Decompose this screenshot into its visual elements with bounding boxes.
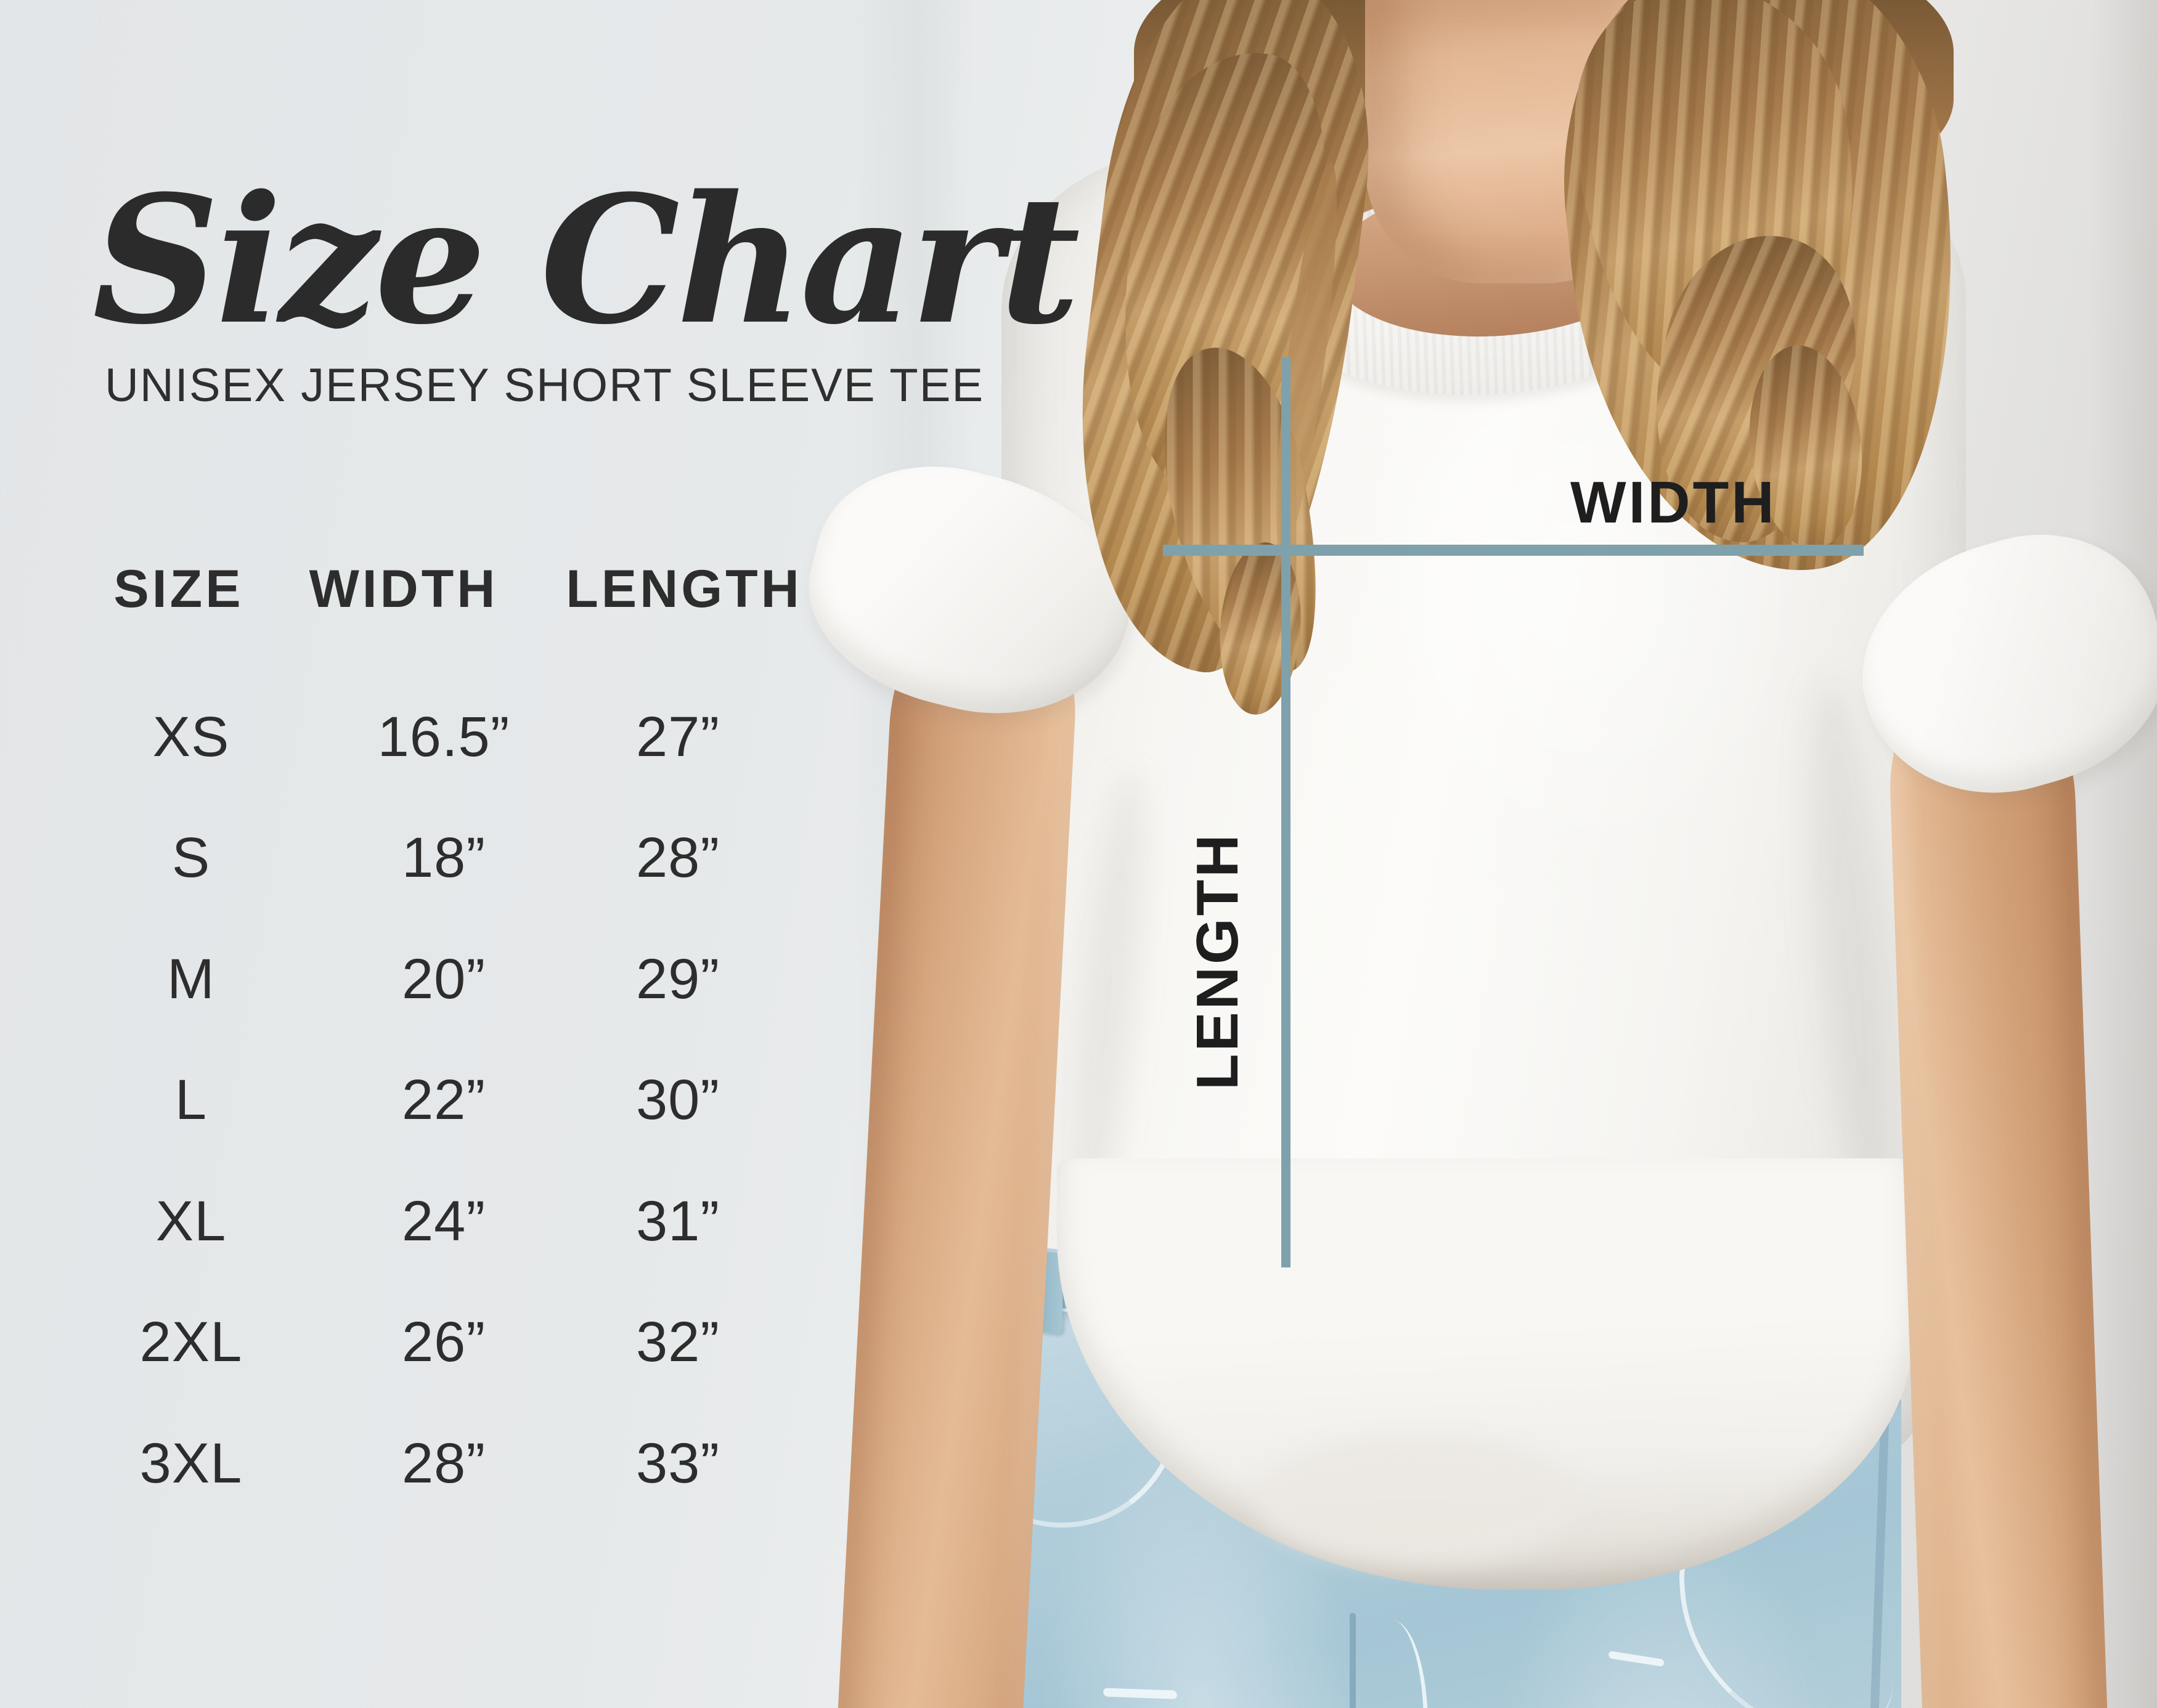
table-row: S 18” 28” xyxy=(0,824,881,904)
size-cell: XL xyxy=(155,1190,227,1253)
table-row: L 22” 30” xyxy=(0,1066,881,1146)
width-measure-label: WIDTH xyxy=(1570,470,1777,535)
length-cell: 32” xyxy=(636,1311,720,1373)
size-cell: XS xyxy=(152,706,230,768)
size-cell: L xyxy=(174,1068,208,1131)
size-cell: 2XL xyxy=(139,1311,243,1373)
width-cell: 16.5” xyxy=(377,706,510,768)
length-cell: 30” xyxy=(636,1068,720,1131)
table-row: XL 24” 31” xyxy=(0,1187,881,1267)
page-title: Size Chart xyxy=(92,157,1080,364)
model-right-arm xyxy=(1886,662,2110,1708)
header-length: LENGTH xyxy=(566,559,802,619)
size-cell: 3XL xyxy=(139,1432,243,1495)
size-table: SIZE WIDTH LENGTH XS 16.5” 27” S 18” 28”… xyxy=(0,0,881,1708)
header-size: SIZE xyxy=(113,559,244,619)
size-cell: S xyxy=(171,826,211,889)
header-width: WIDTH xyxy=(309,559,499,619)
jeans-fly-stitch xyxy=(1365,1617,1428,1708)
length-cell: 29” xyxy=(636,948,720,1011)
length-measure-line xyxy=(1281,357,1291,1267)
width-cell: 22” xyxy=(402,1068,486,1131)
length-cell: 27” xyxy=(636,706,720,768)
width-cell: 26” xyxy=(402,1311,486,1373)
length-cell: 33” xyxy=(636,1432,720,1495)
width-cell: 28” xyxy=(402,1432,486,1495)
width-cell: 24” xyxy=(402,1190,486,1253)
width-measure-line xyxy=(1163,545,1864,556)
length-cell: 28” xyxy=(636,826,720,889)
table-row: 2XL 26” 32” xyxy=(0,1308,881,1388)
length-cell: 31” xyxy=(636,1190,720,1253)
size-cell: M xyxy=(167,948,215,1011)
wall-shadow-right xyxy=(2089,0,2157,1708)
table-row: XS 16.5” 27” xyxy=(0,703,881,783)
tshirt-hem-fold xyxy=(1257,1436,1578,1565)
page-subtitle: UNISEX JERSEY SHORT SLEEVE TEE xyxy=(105,359,985,412)
width-cell: 20” xyxy=(402,948,486,1011)
table-row: M 20” 29” xyxy=(0,945,881,1025)
length-measure-label: LENGTH xyxy=(1185,832,1250,1090)
table-row: 3XL 28” 33” xyxy=(0,1429,881,1510)
jeans-fly-seam xyxy=(1350,1612,1356,1708)
width-cell: 18” xyxy=(402,826,486,889)
table-header-row: SIZE WIDTH LENGTH xyxy=(0,558,881,638)
